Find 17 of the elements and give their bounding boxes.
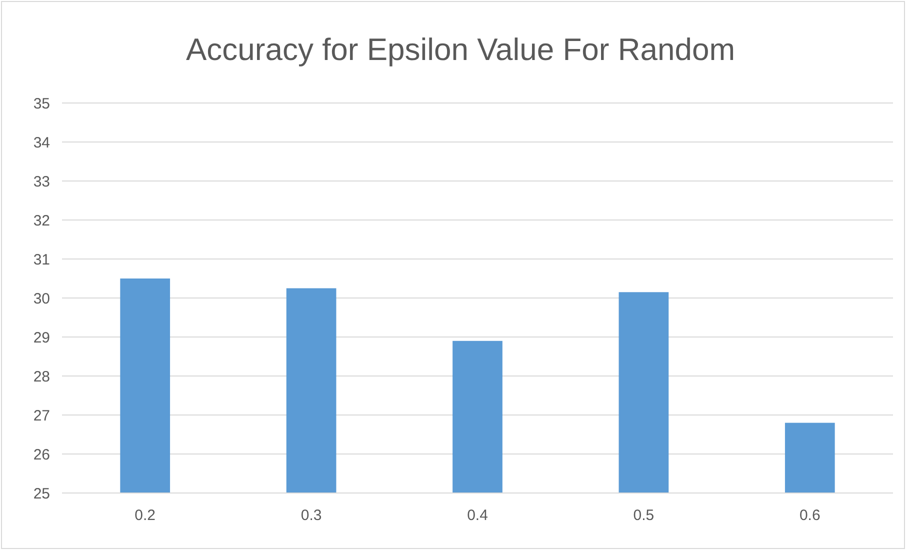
y-tick-label: 31 — [33, 251, 50, 268]
x-tick-label: 0.4 — [467, 507, 488, 524]
y-tick-label: 32 — [33, 212, 50, 230]
y-tick-label: 35 — [33, 95, 50, 112]
chart-title: Accuracy for Epsilon Value For Random — [186, 32, 736, 67]
x-tick-label: 0.6 — [799, 507, 820, 524]
y-tick-label: 30 — [33, 290, 50, 308]
x-tick-label: 0.2 — [134, 507, 156, 524]
y-tick-label: 34 — [33, 134, 50, 152]
x-tick-label: 0.5 — [633, 507, 654, 524]
x-tick-label: 0.3 — [300, 507, 322, 524]
y-tick-label: 25 — [33, 485, 50, 502]
y-tick-label: 29 — [33, 329, 50, 346]
y-tick-label: 26 — [33, 446, 50, 464]
y-tick-label: 28 — [33, 368, 50, 386]
y-tick-label: 27 — [33, 407, 50, 424]
y-tick-label: 33 — [33, 173, 50, 190]
